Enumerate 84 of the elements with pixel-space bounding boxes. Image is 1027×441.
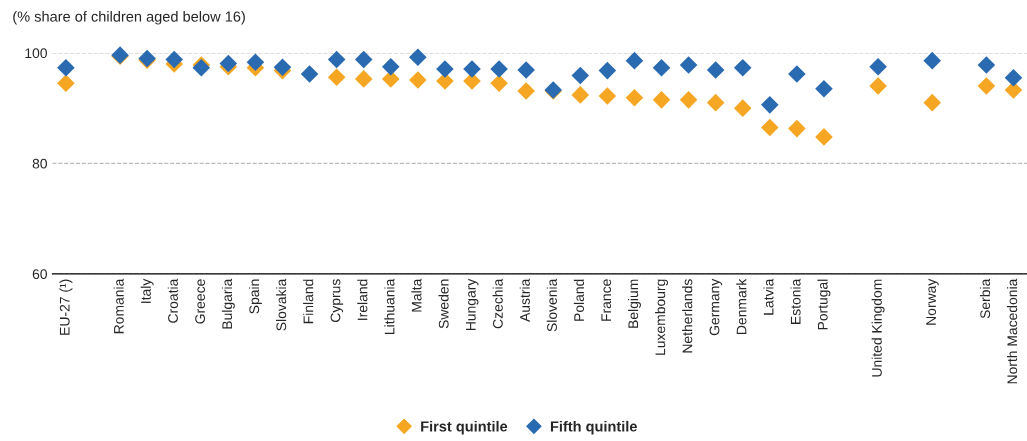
y-tick-label: 80 bbox=[32, 158, 47, 169]
x-tick-label: Latvia bbox=[763, 278, 774, 315]
point bbox=[409, 48, 427, 67]
x-tick-label: Slovakia bbox=[276, 278, 287, 331]
point bbox=[788, 65, 806, 83]
point bbox=[679, 91, 698, 109]
point bbox=[382, 57, 400, 76]
point bbox=[815, 80, 833, 98]
x-tick-label: North Macedonia bbox=[1006, 278, 1018, 384]
point bbox=[409, 71, 427, 89]
point bbox=[382, 70, 400, 88]
point bbox=[733, 99, 752, 117]
y-tick-label: 60 bbox=[32, 269, 47, 280]
point bbox=[463, 60, 481, 78]
x-tick-label: Austria bbox=[519, 278, 530, 322]
point bbox=[490, 60, 508, 78]
point bbox=[652, 91, 671, 109]
point bbox=[652, 59, 671, 77]
x-tick-label: Germany bbox=[709, 278, 723, 336]
point bbox=[246, 53, 265, 72]
point bbox=[517, 82, 535, 100]
x-tick-label: Finland bbox=[303, 279, 314, 324]
point bbox=[923, 93, 942, 112]
point bbox=[1004, 68, 1023, 87]
point bbox=[923, 51, 942, 70]
x-tick-label: Hungary bbox=[466, 278, 479, 331]
point bbox=[733, 59, 752, 77]
point bbox=[436, 60, 454, 78]
x-tick-label: United Kingdom bbox=[871, 279, 885, 377]
point bbox=[815, 128, 833, 146]
x-tick-label: Denmark bbox=[736, 278, 747, 334]
point bbox=[706, 61, 725, 79]
x-tick-label: Netherlands bbox=[682, 279, 693, 353]
point bbox=[354, 50, 373, 69]
x-tick-label: Norway bbox=[926, 278, 939, 325]
point bbox=[788, 119, 806, 138]
point bbox=[354, 70, 373, 88]
x-tick-label: France bbox=[601, 279, 612, 321]
point bbox=[598, 61, 617, 80]
x-tick-label: Malta bbox=[411, 278, 422, 312]
point bbox=[490, 74, 508, 93]
legend-label: Fifth quintile bbox=[550, 420, 637, 435]
point bbox=[517, 61, 535, 79]
x-tick-label: Poland bbox=[573, 279, 585, 321]
point bbox=[977, 56, 996, 74]
point bbox=[598, 87, 617, 105]
point bbox=[57, 74, 75, 93]
legend-label: First quintile bbox=[421, 420, 508, 435]
point bbox=[625, 51, 644, 70]
x-tick-label: Estonia bbox=[790, 278, 801, 324]
x-tick-label: Sweden bbox=[438, 279, 449, 329]
x-tick-label: Ireland bbox=[357, 279, 368, 320]
point bbox=[327, 68, 346, 87]
x-tick-label: Italy bbox=[140, 278, 154, 303]
x-tick-label: Belgium bbox=[627, 279, 641, 328]
x-tick-label: Cyprus bbox=[330, 279, 344, 323]
point bbox=[977, 77, 996, 95]
x-tick-label: Romania bbox=[113, 278, 124, 334]
x-tick-label: Serbia bbox=[979, 278, 991, 319]
x-tick-label: Slovenia bbox=[546, 278, 557, 332]
point bbox=[571, 86, 590, 104]
point bbox=[761, 96, 779, 114]
x-tick-label: Bulgaria bbox=[221, 278, 235, 329]
x-tick-label: Croatia bbox=[167, 278, 178, 323]
point bbox=[300, 65, 319, 83]
point bbox=[625, 88, 644, 107]
x-tick-label: EU-27 (¹) bbox=[59, 279, 73, 335]
x-tick-label: Lithuania bbox=[384, 278, 395, 334]
point bbox=[869, 57, 887, 76]
point bbox=[761, 118, 779, 137]
point bbox=[165, 50, 183, 69]
point bbox=[327, 50, 346, 69]
x-tick-label: Luxembourg bbox=[655, 279, 668, 355]
x-tick-label: Greece bbox=[195, 279, 206, 324]
point bbox=[57, 59, 75, 77]
point bbox=[869, 77, 887, 95]
x-tick-label: Czechia bbox=[492, 278, 503, 329]
point bbox=[679, 56, 698, 74]
x-tick-label: Portugal bbox=[817, 279, 831, 330]
y-tick-label: 100 bbox=[25, 48, 47, 59]
point bbox=[706, 93, 725, 112]
y-axis-title: (% share of children aged below 16) bbox=[13, 11, 245, 25]
point bbox=[571, 66, 590, 85]
x-tick-label: Spain bbox=[248, 279, 262, 314]
